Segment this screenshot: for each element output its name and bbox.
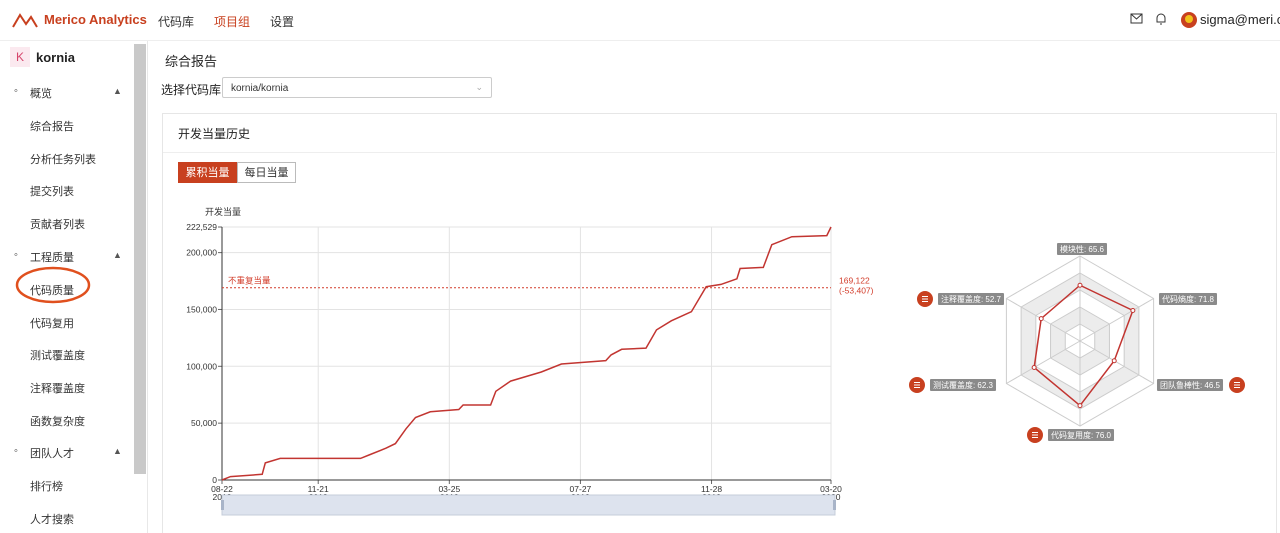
menu-item[interactable]: 分析任务列表 bbox=[30, 153, 96, 166]
logo bbox=[12, 13, 38, 28]
card-title: 开发当量历史 bbox=[178, 127, 251, 141]
brand[interactable]: Merico Analytics bbox=[44, 12, 147, 27]
menu-item[interactable]: 代码质量 bbox=[30, 284, 74, 297]
page-title: 综合报告 bbox=[165, 54, 218, 69]
card bbox=[162, 113, 1277, 533]
menu-caret[interactable]: ▲ bbox=[113, 446, 122, 457]
select-arrow: ⌄ bbox=[475, 82, 483, 92]
menu-item[interactable]: 提交列表 bbox=[30, 186, 74, 199]
menu-caret[interactable]: ▲ bbox=[113, 249, 122, 260]
tab[interactable]: 每日当量 bbox=[237, 162, 296, 183]
menu-group[interactable]: 工程质量 bbox=[30, 251, 74, 264]
menu-group[interactable]: 团队人才 bbox=[30, 448, 74, 461]
scrollbar[interactable] bbox=[134, 44, 146, 474]
divider bbox=[163, 152, 1275, 153]
tab[interactable]: 累积当量 bbox=[178, 162, 237, 183]
menu-item[interactable]: 函数复杂度 bbox=[30, 415, 85, 428]
user-email[interactable]: sigma@meri.co bbox=[1200, 12, 1280, 27]
menu-caret[interactable]: ▲ bbox=[113, 86, 122, 96]
menu-item[interactable]: 注释覆盖度 bbox=[30, 382, 85, 395]
menu-item[interactable]: 人才搜索 bbox=[30, 514, 74, 526]
repo-select[interactable]: kornia/kornia ⌄ bbox=[222, 77, 492, 98]
select-value: kornia/kornia bbox=[231, 83, 289, 94]
menu-icon: ◦ bbox=[14, 445, 18, 458]
menu-item[interactable]: 代码复用 bbox=[30, 317, 74, 330]
nav-item[interactable]: 项目组 bbox=[214, 15, 251, 29]
nav-item[interactable]: 代码库 bbox=[158, 15, 195, 29]
bell-icon[interactable] bbox=[1155, 12, 1167, 26]
menu-group[interactable]: 概览 bbox=[30, 88, 52, 100]
header: Merico Analytics 代码库 项目组 设置 sigma@meri.c… bbox=[0, 0, 1280, 41]
menu-item[interactable]: 综合报告 bbox=[30, 121, 74, 133]
menu-item[interactable]: 贡献者列表 bbox=[30, 219, 85, 232]
sidebar bbox=[0, 41, 148, 533]
mail-icon[interactable] bbox=[1130, 13, 1144, 25]
menu-item[interactable]: 测试覆盖度 bbox=[30, 350, 85, 363]
menu-item[interactable]: 排行榜 bbox=[30, 481, 63, 494]
menu-icon: ◦ bbox=[14, 248, 18, 261]
project-initial: K bbox=[10, 47, 30, 67]
avatar[interactable] bbox=[1180, 11, 1198, 29]
select-label: 选择代码库 bbox=[161, 83, 222, 97]
menu-icon: ◦ bbox=[14, 85, 18, 97]
annotation-circle bbox=[15, 266, 91, 304]
project-name[interactable]: kornia bbox=[36, 50, 76, 65]
nav-item[interactable]: 设置 bbox=[270, 15, 295, 29]
